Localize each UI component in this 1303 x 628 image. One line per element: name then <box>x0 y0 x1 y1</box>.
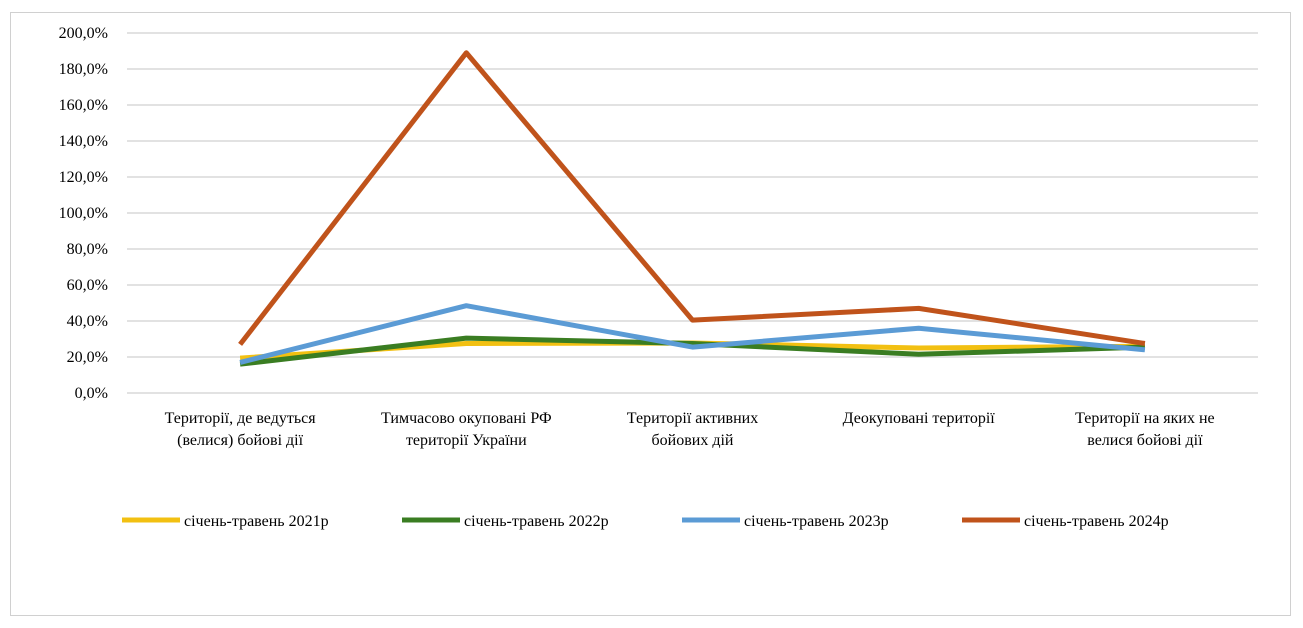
legend-item: січень-травень 2021р <box>122 513 329 530</box>
y-tick-label: 40,0% <box>67 313 108 330</box>
legend-label: січень-травень 2023р <box>744 513 889 530</box>
legend-label: січень-травень 2021р <box>184 513 329 530</box>
x-category-label: Території активних бойових дій <box>627 410 758 449</box>
y-tick-label: 160,0% <box>59 97 108 114</box>
y-tick-label: 60,0% <box>67 277 108 294</box>
chart-frame <box>10 12 1291 616</box>
series-line-2024р <box>238 50 1146 346</box>
y-tick-label: 120,0% <box>59 169 108 186</box>
y-tick-label: 0,0% <box>75 385 108 402</box>
y-tick-label: 20,0% <box>67 349 108 366</box>
x-category-label: Території, де ведуться (велися) бойові ді… <box>165 410 317 449</box>
legend-label: січень-травень 2024р <box>1024 513 1169 530</box>
legend-item: січень-травень 2022р <box>402 513 609 530</box>
y-tick-label: 180,0% <box>59 61 108 78</box>
x-category-label: Тимчасово окуповані РФ території України <box>381 410 552 449</box>
legend-label: січень-травень 2022р <box>464 513 609 530</box>
x-category-label: Території на яких не велися бойові дії <box>1075 410 1215 449</box>
y-tick-label: 200,0% <box>59 25 108 42</box>
legend-item: січень-травень 2023р <box>682 513 889 530</box>
y-tick-label: 100,0% <box>59 205 108 222</box>
y-tick-label: 80,0% <box>67 241 108 258</box>
x-category-label: Деокуповані території <box>843 410 996 427</box>
y-tick-label: 140,0% <box>59 133 108 150</box>
legend-item: січень-травень 2024р <box>962 513 1169 530</box>
